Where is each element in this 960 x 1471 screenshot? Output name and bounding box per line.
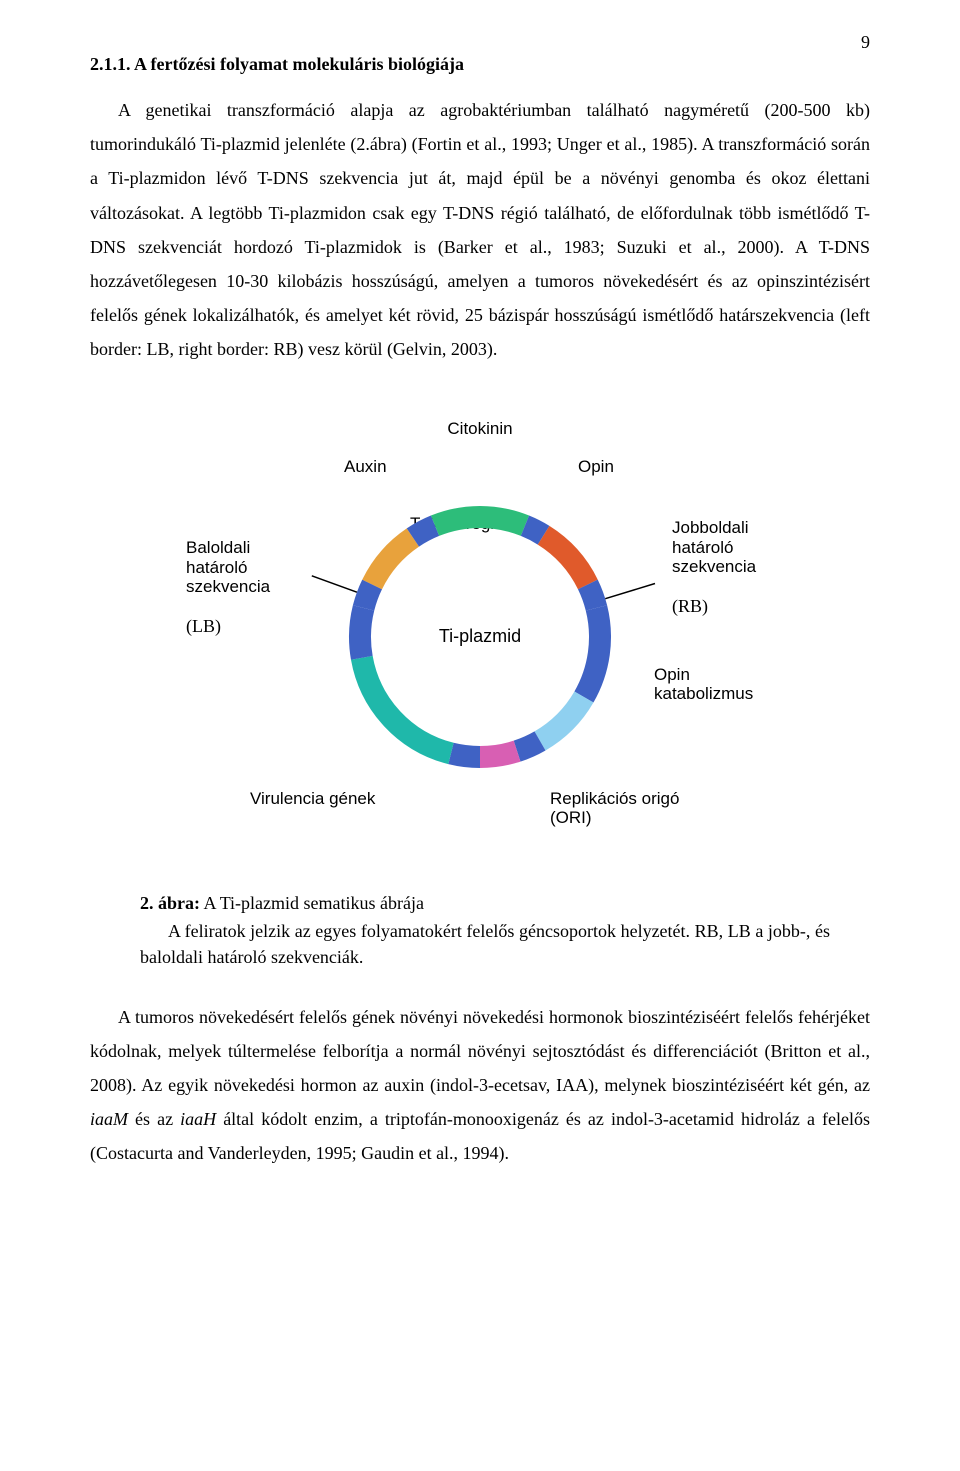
heading-number: 2.1.1. — [90, 54, 131, 74]
plasmid-ring: Ti-plazmid — [340, 497, 620, 777]
figure-label-right-border: Jobboldali határoló szekvencia (RB) — [672, 499, 756, 617]
rb-leader — [605, 583, 655, 598]
figure-label-opin-katabolizmus: Opin katabolizmus — [654, 665, 753, 704]
ring-segment-virulencia — [362, 657, 451, 753]
section-heading: 2.1.1. A fertőzési folyamat molekuláris … — [90, 54, 870, 75]
figure-label-citokinin: Citokinin — [440, 419, 520, 439]
ring-segment-opin — [544, 535, 588, 584]
ring-segment-replication-ori — [480, 751, 517, 757]
figure-label-virulencia: Virulencia gének — [250, 789, 375, 809]
ring-segment-auxin — [372, 537, 413, 584]
figure-caption-title: 2. ábra: A Ti-plazmid sematikus ábrája — [140, 893, 830, 914]
figure-caption-desc: A feliratok jelzik az egyes folyamatokér… — [140, 918, 830, 970]
paragraph-1: A genetikai transzformáció alapja az agr… — [90, 93, 870, 367]
ring-segment-ori-vir-gap — [451, 753, 480, 757]
figure: Citokinin Auxin Opin T-DNS régió Balolda… — [90, 389, 870, 869]
figure-label-opin: Opin — [578, 457, 614, 477]
figure-caption-bold: 2. ábra: — [140, 893, 200, 913]
figure-label-auxin: Auxin — [344, 457, 387, 477]
ring-segment-rb-opinkat-gap — [584, 607, 600, 696]
figure-label-left-border-text: Baloldali határoló szekvencia — [186, 538, 270, 596]
ring-segment-kat-ori-gap — [517, 740, 540, 750]
plasmid-ring-svg — [340, 497, 620, 777]
figure-label-right-border-sub: (RB) — [672, 596, 708, 616]
ring-segments — [360, 517, 600, 757]
figure-label-left-border-sub: (LB) — [186, 616, 221, 636]
paragraph-2-mid1: és az — [128, 1109, 180, 1129]
lb-leader — [312, 575, 357, 591]
page: 9 2.1.1. A fertőzési folyamat molekulári… — [0, 0, 960, 1471]
ring-segment-auxin-citokinin-gap — [413, 525, 435, 537]
ring-segment-opin-katabolizmus — [540, 697, 584, 741]
figure-caption: 2. ábra: A Ti-plazmid sematikus ábrája A… — [140, 893, 830, 970]
paragraph-2: A tumoros növekedésért felelős gének növ… — [90, 1000, 870, 1171]
figure-area: Citokinin Auxin Opin T-DNS régió Balolda… — [180, 389, 780, 869]
ring-segment-citokinin — [435, 517, 525, 526]
heading-title: A fertőzési folyamat molekuláris biológi… — [134, 54, 464, 74]
figure-caption-rest: A Ti-plazmid sematikus ábrája — [200, 893, 424, 913]
figure-label-right-border-text: Jobboldali határoló szekvencia — [672, 518, 756, 576]
iaaM: iaaM — [90, 1109, 128, 1129]
ring-segment-vir-lb-gap — [360, 607, 364, 657]
iaaH: iaaH — [180, 1109, 216, 1129]
paragraph-2-pre: A tumoros növekedésért felelős gének növ… — [90, 1007, 870, 1095]
page-number: 9 — [861, 32, 870, 53]
figure-label-replikacios-origo: Replikációs origó (ORI) — [550, 789, 679, 828]
ring-segment-right-border — [588, 584, 597, 608]
ring-segment-left-border — [364, 584, 373, 608]
ring-segment-citokinin-opin-gap — [525, 525, 544, 534]
figure-label-left-border: Baloldali határoló szekvencia (LB) — [186, 519, 270, 637]
